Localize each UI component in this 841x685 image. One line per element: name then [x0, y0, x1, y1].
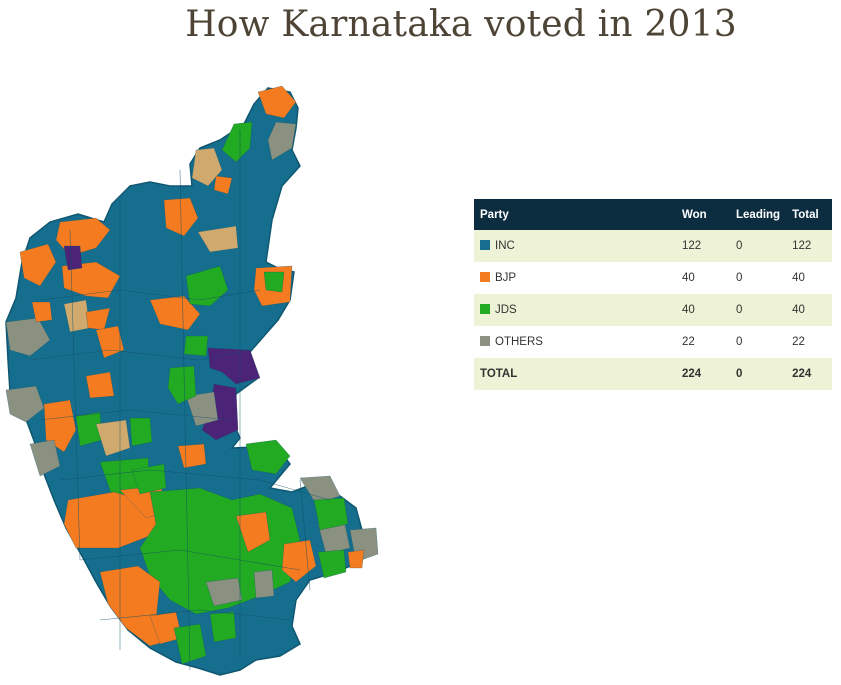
bjp-swatch	[480, 272, 490, 282]
constituency-region-jds[interactable]	[313, 497, 349, 531]
constituency-region-others[interactable]	[299, 475, 341, 505]
constituency-region-bjp[interactable]	[43, 399, 77, 453]
leading-cell: 0	[730, 230, 787, 262]
party-cell: BJP	[474, 262, 676, 294]
constituency-region-bjp[interactable]	[213, 175, 233, 195]
constituency-region-regional[interactable]	[95, 419, 131, 457]
leading-cell: 0	[730, 294, 787, 326]
constituency-region-jds[interactable]	[129, 417, 153, 447]
constituency-region-jds[interactable]	[131, 463, 167, 495]
party-cell: OTHERS	[474, 326, 676, 358]
results-table: Party Won Leading Total INC 122 0 122 BJ…	[474, 199, 832, 390]
constituency-region-others[interactable]	[5, 385, 45, 423]
constituency-region-jds[interactable]	[263, 271, 285, 293]
constituency-region-others[interactable]	[29, 439, 61, 477]
constituency-region-jds[interactable]	[167, 365, 197, 405]
constituency-region-regional[interactable]	[197, 225, 239, 253]
others-swatch	[480, 336, 490, 346]
constituency-regions	[5, 85, 379, 665]
constituency-region-bjp[interactable]	[61, 261, 121, 299]
constituency-region-others[interactable]	[5, 317, 51, 357]
jds-swatch	[480, 304, 490, 314]
constituency-region-bjp[interactable]	[95, 325, 125, 359]
constituency-region-independent[interactable]	[63, 245, 83, 271]
header-party[interactable]: Party	[474, 199, 676, 230]
won-cell: 40	[676, 294, 730, 326]
constituency-region-bjp[interactable]	[177, 443, 207, 469]
page-title: How Karnataka voted in 2013	[185, 4, 737, 45]
header-total[interactable]: Total	[786, 199, 832, 230]
party-name: BJP	[495, 272, 517, 284]
won-cell: 40	[676, 262, 730, 294]
constituency-region-jds[interactable]	[317, 549, 347, 579]
total-total: 224	[786, 358, 832, 390]
constituency-region-others[interactable]	[205, 577, 243, 607]
constituency-region-bjp[interactable]	[257, 85, 297, 119]
total-cell: 22	[786, 326, 832, 358]
party-cell: JDS	[474, 294, 676, 326]
constituency-region-others[interactable]	[267, 121, 297, 161]
won-cell: 22	[676, 326, 730, 358]
constituency-region-bjp[interactable]	[85, 371, 115, 399]
total-won: 224	[676, 358, 730, 390]
constituency-region-bjp[interactable]	[149, 295, 201, 331]
leading-cell: 0	[730, 326, 787, 358]
party-name: OTHERS	[495, 336, 543, 348]
table-row: JDS 40 0 40	[474, 294, 832, 326]
party-cell: INC	[474, 230, 676, 262]
party-name: JDS	[495, 304, 517, 316]
total-cell: 122	[786, 230, 832, 262]
total-cell: 40	[786, 262, 832, 294]
leading-cell: 0	[730, 262, 787, 294]
constituency-region-jds[interactable]	[209, 611, 237, 643]
constituency-borders	[29, 130, 331, 671]
constituency-region-bjp[interactable]	[19, 243, 57, 287]
total-row: TOTAL 224 0 224	[474, 358, 832, 390]
total-cell: 40	[786, 294, 832, 326]
constituency-region-regional[interactable]	[191, 147, 223, 187]
karnataka-constituency-map	[5, 85, 379, 676]
constituency-region-bjp[interactable]	[31, 301, 53, 323]
constituency-region-jds[interactable]	[173, 623, 207, 665]
header-leading[interactable]: Leading	[730, 199, 787, 230]
constituency-region-jds[interactable]	[245, 439, 291, 475]
constituency-region-jds[interactable]	[185, 265, 229, 307]
constituency-region-bjp[interactable]	[347, 549, 365, 569]
inc-swatch	[480, 240, 490, 250]
table-row: INC 122 0 122	[474, 230, 832, 262]
constituency-region-jds[interactable]	[183, 335, 209, 357]
constituency-region-bjp[interactable]	[235, 511, 271, 553]
table-row: BJP 40 0 40	[474, 262, 832, 294]
total-leading: 0	[730, 358, 787, 390]
header-won[interactable]: Won	[676, 199, 730, 230]
constituency-region-others[interactable]	[253, 569, 275, 599]
party-name: INC	[495, 240, 515, 252]
table-row: OTHERS 22 0 22	[474, 326, 832, 358]
constituency-region-jds[interactable]	[221, 121, 253, 163]
results-header-row: Party Won Leading Total	[474, 199, 832, 230]
total-label: TOTAL	[474, 358, 676, 390]
won-cell: 122	[676, 230, 730, 262]
